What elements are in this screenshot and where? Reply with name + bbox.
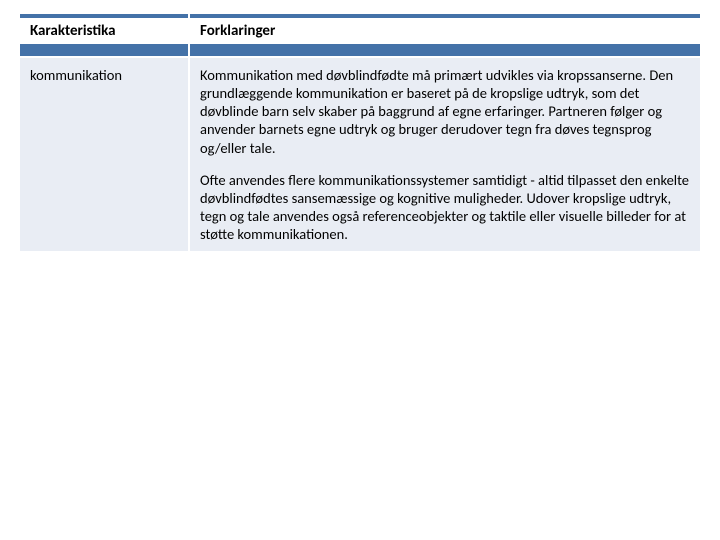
col-header-karakteristika: Karakteristika [19,13,189,57]
row-label-cell: kommunikation [19,57,189,252]
explanation-paragraph: Kommunikation med døvblindfødte må primæ… [200,66,690,157]
col-header-forklaringer: Forklaringer [189,13,701,57]
characteristics-table: Karakteristika Forklaringer kommunikatio… [18,12,702,287]
col-header-label: Forklaringer [190,18,700,44]
explanation-paragraph: Ofte anvendes flere kommunikationssystem… [200,171,690,244]
table-header-row: Karakteristika Forklaringer [19,13,701,57]
col-header-label: Karakteristika [20,18,188,44]
row-label: kommunikation [30,66,122,84]
row-explanation-cell: Kommunikation med døvblindfødte må primæ… [189,57,701,252]
table-empty-row [19,252,701,286]
table-row: kommunikation Kommunikation med døvblind… [19,57,701,252]
empty-cell [19,252,189,286]
empty-cell [189,252,701,286]
